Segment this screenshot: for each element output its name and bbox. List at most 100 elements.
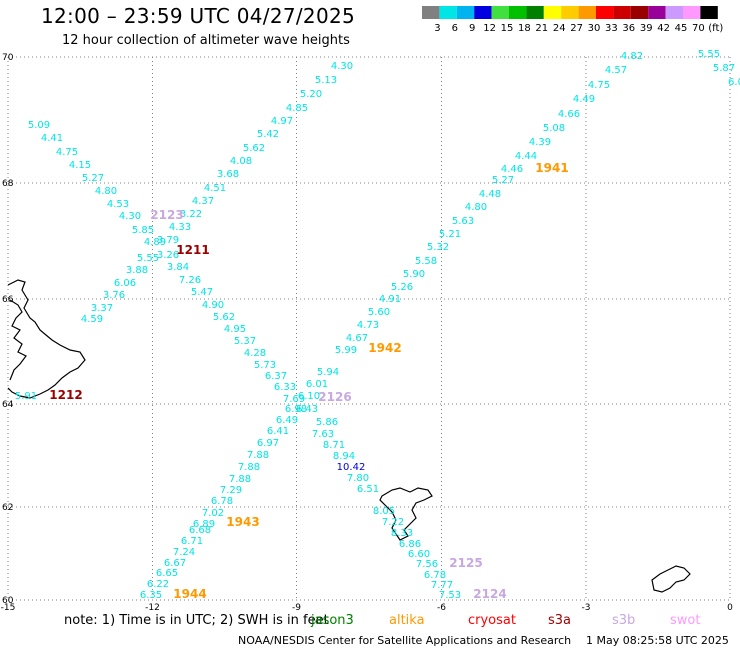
scale-label: 18 [518,23,531,34]
wave-height-value: 10.42 [337,462,366,473]
lon-label: -9 [292,603,301,613]
wave-height-value: 6.33 [274,382,296,393]
wave-height-value: 6.49 [276,415,298,426]
wave-height-value: 5.21 [439,229,461,240]
wave-height-value: 5.58 [415,256,437,267]
observations: 4.30 5.13 5.20 4.85 4.97 5.42 5.62 4.08 3.68 4.51… [15,49,740,601]
greenland-coast [7,279,86,399]
scale-swatch [422,6,440,19]
wave-height-value: 4.49 [573,94,595,105]
wave-height-value: 4.44 [515,151,537,162]
scale-swatch [526,6,544,19]
wave-height-value: 6.0 [728,77,740,88]
wave-height-value: 6.01 [306,379,328,390]
wave-height-value: 6.41 [267,426,289,437]
wave-height-value: 5.20 [300,89,322,100]
wave-height-value: 6.98 [285,404,307,415]
wave-height-value: 6.22 [147,579,169,590]
wave-height-value: 4.59 [81,314,103,325]
scale-label: 12 [483,23,496,34]
wave-height-value: 4.57 [605,65,627,76]
map-subtitle: 12 hour collection of altimeter wave hei… [62,33,350,48]
wave-height-value: 6.60 [408,549,430,560]
wave-height-value: 5.08 [543,123,565,134]
wave-height-value: 4.73 [357,320,379,331]
wave-height-value: 3.88 [126,265,148,276]
wave-height-value: 4.95 [224,324,246,335]
scale-label: 42 [657,23,670,34]
pass-id-label: 1211 [176,243,209,257]
wave-height-value: 4.30 [119,211,141,222]
wave-height-value: 5.86 [316,417,338,428]
wave-height-value: 5.90 [403,269,425,280]
pass-id-label: 1943 [226,515,259,529]
wave-height-value: 8.05 [373,506,395,517]
pass-id-label: 1941 [535,161,568,175]
scale-label: 21 [535,23,548,34]
lat-label: 70 [2,53,14,63]
scale-swatch [596,6,614,19]
wave-height-value: 4.67 [346,333,368,344]
pass-id-label: 2125 [449,556,482,570]
scale-label: 70 [692,23,705,34]
wave-height-value: 7.24 [173,547,195,558]
wave-height-value: 7.02 [202,508,224,519]
wave-height-value: 4.89 [144,237,166,248]
wave-height-value: 4.66 [558,109,580,120]
satellite-legend-altika: altika [389,613,425,628]
scale-swatch [439,6,457,19]
wave-height-value: 3.76 [103,290,125,301]
norway-coast [651,565,691,593]
satellite-legend-cryosat: cryosat [468,613,516,628]
wave-height-value: 4.80 [95,186,117,197]
wave-height-value: 3.79 [157,235,179,246]
pass-id-label: 1212 [49,388,82,402]
scale-label: 15 [501,23,514,34]
wave-height-value: 3.26 [157,250,179,261]
scale-swatch [665,6,683,19]
wave-height-value: 6.37 [265,371,287,382]
wave-height-value: 6.86 [399,539,421,550]
wave-height-value: 5.32 [427,242,449,253]
wave-height-value: 5.99 [335,345,357,356]
wave-height-value: 5.94 [317,367,339,378]
wave-height-value: 6.97 [257,438,279,449]
wave-height-value: 6.43 [296,404,318,415]
coastlines [7,279,691,593]
scale-swatch [578,6,596,19]
wave-height-value: 5.60 [368,307,390,318]
greenland-fjords [9,299,27,381]
wave-height-value: 4.46 [501,164,523,175]
scale-swatch [630,6,649,19]
pass-labels: 1941 1942 1943 1944 1211 1212 2125 2124 2126 2123 [49,161,568,601]
pass-id-label: 2126 [318,390,351,404]
lat-label: 68 [2,179,14,189]
wave-height-value: 7.88 [238,462,260,473]
lon-label: -3 [582,603,591,613]
generated-time: 1 May 08:25:58 UTC 2025 [586,634,729,647]
wave-height-value: 6.89 [193,519,215,530]
scale-label: 39 [640,23,653,34]
graticule [7,56,731,601]
lon-label: -12 [145,603,160,613]
scale-swatch [456,6,475,19]
wave-height-value: 4.41 [41,133,63,144]
wave-height-value: 5.73 [254,360,276,371]
wave-height-value: 5.09 [28,120,50,131]
wave-height-value: 5.27 [82,173,104,184]
wave-height-value: 4.28 [244,348,266,359]
wave-height-value: 4.08 [230,156,252,167]
satellite-legend-jason3: jason3 [311,613,354,628]
wave-height-value: 8.71 [323,440,345,451]
wave-height-value: 7.69 [283,394,305,405]
wave-height-value: 5.42 [257,129,279,140]
pass-id-label: 2123 [150,208,183,222]
wave-height-value: 5.62 [243,143,265,154]
lat-label: 66 [2,295,14,305]
wave-height-value: 5.62 [213,312,235,323]
wave-height-value: 8.94 [333,451,355,462]
wave-height-value: 4.39 [529,137,551,148]
wave-height-value: 5.87 [713,63,735,74]
wave-height-value: 7.26 [179,275,201,286]
